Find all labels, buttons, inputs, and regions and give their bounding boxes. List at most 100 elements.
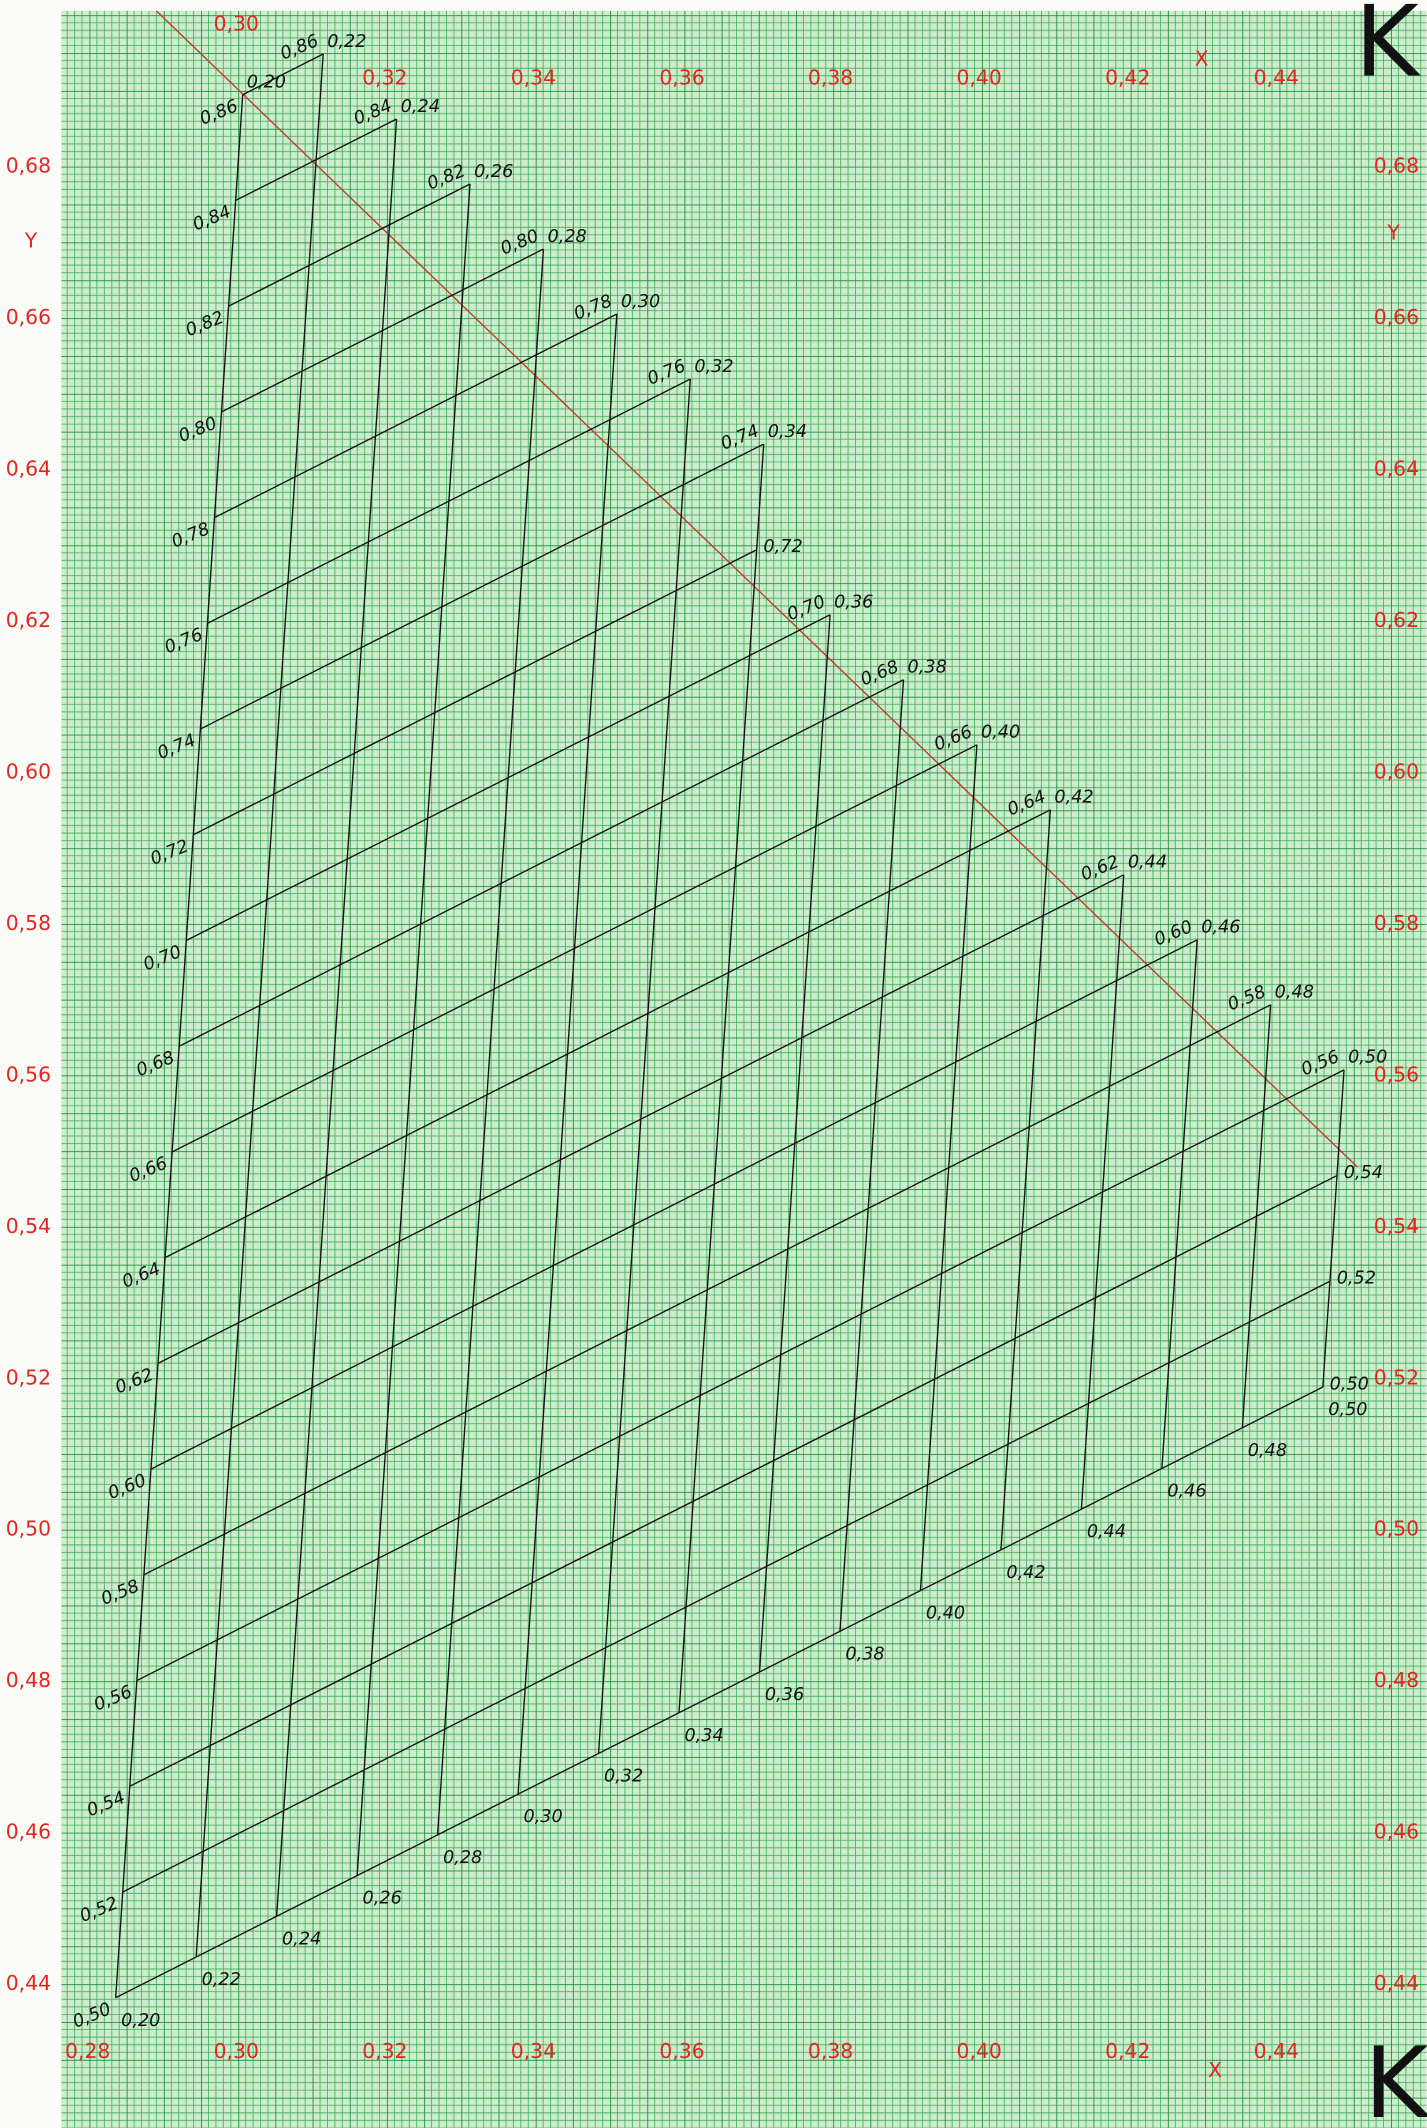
nomogram-b-line: [122, 1280, 1331, 1893]
corner-mark: K: [1364, 2027, 1427, 2128]
a-line-label: 0,40: [981, 723, 1020, 743]
x-tick-label: 0,28: [65, 2039, 110, 2063]
a-line-label: 0,36: [834, 593, 873, 613]
a-line-label: 0,44: [1128, 853, 1167, 873]
a-line-label: 0,32: [604, 1767, 643, 1787]
y-tick-label: 0,68: [6, 154, 51, 178]
nomogram-b-line: [157, 874, 1125, 1364]
a-line-label: 0,30: [621, 292, 660, 312]
x-tick-label: 0,38: [808, 2039, 853, 2063]
nomogram-b-line: [115, 1386, 1324, 1999]
nomogram-b-line: [129, 1174, 1338, 1787]
nomogram-a-line: [1322, 1069, 1345, 1388]
y-tick-label: 0,46: [1374, 1820, 1419, 1844]
y-tick-label: 0,64: [1374, 457, 1419, 481]
y-tick-label: 0,44: [6, 1971, 51, 1995]
y-tick-label: 0,56: [1374, 1062, 1419, 1086]
corner-mark: K: [1355, 0, 1422, 100]
nomogram-b-line: [193, 549, 757, 836]
red-diagonal: [155, 10, 1358, 1168]
y-tick-label: 0,50: [1374, 1517, 1419, 1541]
nomogram-b-line: [214, 313, 618, 519]
x-tick-label: 0,40: [957, 66, 1002, 90]
a-line-label: 0,30: [524, 1807, 563, 1827]
y-tick-label: 0,54: [1374, 1214, 1419, 1238]
nomogram-b-line: [235, 118, 397, 202]
a-line-label: 0,48: [1248, 1441, 1287, 1461]
y-tick-label: 0,64: [6, 457, 51, 481]
nomogram-a-line: [275, 118, 398, 1917]
nomogram-a-line: [839, 679, 905, 1632]
y-tick-label: 0,54: [6, 1214, 51, 1238]
a-line-label: 0,44: [1087, 1522, 1126, 1542]
x-tick-label: 0,40: [957, 2039, 1002, 2063]
y-tick-label: 0,58: [1374, 911, 1419, 935]
y-tick-label: 0,48: [6, 1668, 51, 1692]
y-tick-label: 0,46: [6, 1820, 51, 1844]
a-line-label: 0,42: [1006, 1563, 1045, 1583]
a-line-label: 0,46: [1167, 1482, 1206, 1502]
y-tick-label: 0,62: [6, 608, 51, 632]
y-tick-label: 0,44: [1374, 1971, 1419, 1995]
x-tick-label: 0,36: [659, 2039, 704, 2063]
a-line-label: 0,40: [926, 1604, 965, 1624]
y-tick-label: 0,48: [1374, 1668, 1419, 1692]
y-tick-label: 0,52: [6, 1365, 51, 1389]
a-line-label: 0,36: [765, 1685, 804, 1705]
nomogram-a-line: [436, 248, 545, 1835]
y-tick-label: 0,58: [6, 911, 51, 935]
y-tick-label: 0,60: [1374, 759, 1419, 783]
a-line-label: 0,26: [474, 162, 513, 182]
a-line-label: 0,38: [908, 658, 947, 678]
nomogram-b-line: [143, 1004, 1271, 1576]
x-tick-label: 0,34: [511, 2039, 556, 2063]
nomogram-b-line: [164, 809, 1051, 1259]
a-line-label: 0,26: [363, 1889, 402, 1909]
x-tick-label: 0,30: [214, 11, 259, 35]
x-axis-label: X: [1208, 2058, 1222, 2082]
a-line-label: 0,46: [1201, 918, 1240, 938]
x-tick-label: 0,44: [1254, 2039, 1299, 2063]
nomogram-b-line: [228, 183, 471, 307]
b-line-label: 0,72: [763, 537, 802, 557]
nomogram-b-line: [221, 248, 544, 413]
nomogram: 0,200,200,220,220,240,240,260,260,280,28…: [70, 31, 1387, 2032]
y-tick-label: 0,62: [1374, 608, 1419, 632]
x-tick-label: 0,42: [1105, 66, 1150, 90]
b-line-label: 0,54: [1344, 1163, 1383, 1183]
nomogram-a-line: [1161, 939, 1198, 1469]
a-line-label: 0,22: [327, 32, 366, 52]
x-tick-label: 0,42: [1105, 2039, 1150, 2063]
a-line-label: 0,28: [548, 227, 587, 247]
a-line-label: 0,34: [768, 422, 807, 442]
y-tick-label: 0,52: [1374, 1365, 1419, 1389]
graph-paper: [61, 10, 1427, 2128]
a-line-label: 0,22: [202, 1970, 241, 1990]
nomogram-a-line: [597, 379, 691, 1754]
y-axis-label: Y: [24, 229, 38, 253]
nomogram-b-line: [185, 614, 831, 942]
a-line-label: 0,38: [845, 1644, 884, 1664]
x-tick-label: 0,44: [1254, 66, 1299, 90]
x-tick-label: 0,38: [808, 66, 853, 90]
a-line-label: 0,42: [1054, 788, 1093, 808]
x-tick-label: 0,34: [511, 66, 556, 90]
y-tick-label: 0,68: [1374, 154, 1419, 178]
b-line-label: 0,50: [1330, 1374, 1369, 1394]
nomogram-b-line: [207, 378, 691, 624]
x-axis-label: X: [1195, 47, 1209, 71]
nomogram-b-line: [200, 443, 765, 730]
a-line-label: 0,50: [1348, 1048, 1387, 1068]
y-tick-label: 0,50: [6, 1517, 51, 1541]
a-line-label: 0,24: [401, 97, 440, 117]
a-line-label: 0,48: [1275, 983, 1314, 1003]
nomogram-b-line: [242, 53, 324, 96]
a-line-label: 0,28: [443, 1848, 482, 1868]
nomogram-a-line: [1000, 809, 1052, 1550]
x-tick-label: 0,32: [362, 66, 407, 90]
a-line-label: 0,24: [282, 1929, 321, 1949]
nomogram-b-line: [150, 939, 1198, 1470]
y-axis-label: Y: [1386, 220, 1400, 244]
